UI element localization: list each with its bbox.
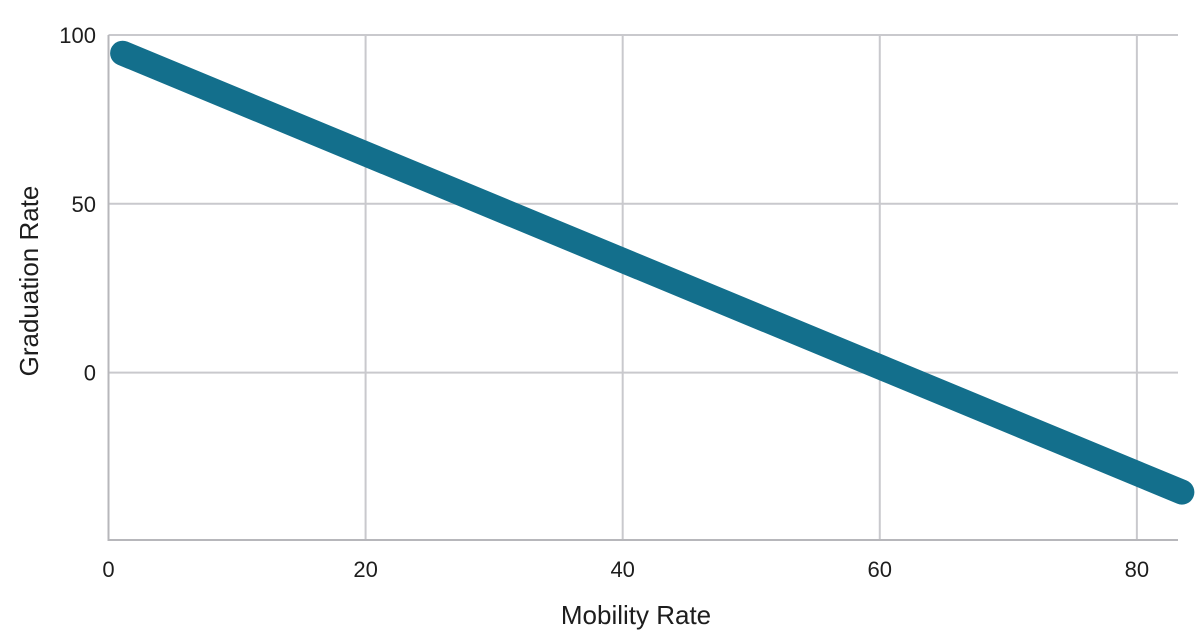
x-axis-title: Mobility Rate [561,600,711,630]
x-tick-labels: 0 20 40 60 80 [102,557,1149,582]
x-tick-label-0: 0 [102,557,114,582]
y-tick-label-50: 50 [72,192,96,217]
data-series [110,40,1195,505]
horizontal-gridlines [108,34,1178,374]
y-tick-label-100: 100 [59,23,96,48]
y-tick-labels: 100 50 0 [59,23,96,386]
vertical-gridlines [364,35,1138,540]
x-tick-label-80: 80 [1125,557,1149,582]
x-tick-label-60: 60 [868,557,892,582]
x-tick-label-40: 40 [610,557,634,582]
graduation-vs-mobility-line [110,40,1195,505]
y-axis-title: Graduation Rate [14,186,44,377]
x-tick-label-20: 20 [353,557,377,582]
y-tick-label-0: 0 [84,361,96,386]
